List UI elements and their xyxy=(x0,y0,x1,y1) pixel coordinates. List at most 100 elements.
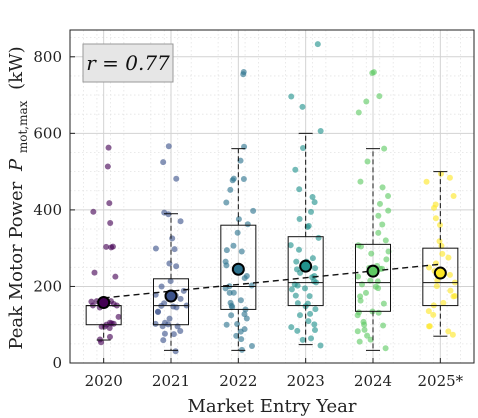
data-point xyxy=(109,243,116,250)
data-point xyxy=(167,278,174,285)
data-point xyxy=(439,250,446,257)
data-point xyxy=(362,289,369,296)
data-point xyxy=(243,315,250,322)
data-point xyxy=(317,128,324,135)
y-tick-label: 800 xyxy=(33,48,62,66)
data-point xyxy=(165,211,172,218)
data-point xyxy=(357,293,364,300)
data-point xyxy=(364,332,371,339)
data-point xyxy=(295,246,302,253)
data-point xyxy=(312,327,319,334)
data-point xyxy=(173,175,180,182)
data-point xyxy=(228,312,235,319)
data-point xyxy=(223,262,230,269)
mean-markers xyxy=(97,259,447,310)
data-point xyxy=(376,93,383,100)
data-point xyxy=(376,200,383,207)
y-tick-label: 0 xyxy=(52,354,62,372)
data-point xyxy=(106,325,113,332)
data-point xyxy=(296,312,303,319)
data-point xyxy=(308,335,315,342)
data-point xyxy=(292,166,299,173)
x-tick-label: 2023 xyxy=(287,372,325,390)
data-point xyxy=(106,200,113,207)
box xyxy=(287,236,324,307)
data-point xyxy=(223,247,230,254)
data-point xyxy=(357,178,364,185)
data-point xyxy=(300,145,307,152)
data-point xyxy=(438,170,445,177)
data-point xyxy=(367,277,374,284)
data-point xyxy=(293,258,300,265)
data-point xyxy=(305,318,312,325)
data-point xyxy=(440,299,447,306)
data-point xyxy=(308,208,315,215)
data-point xyxy=(301,285,308,292)
data-point xyxy=(238,336,245,343)
data-point xyxy=(115,313,122,320)
data-point xyxy=(152,320,159,327)
data-point xyxy=(104,163,111,170)
annotation-box xyxy=(82,43,174,83)
data-point xyxy=(297,269,304,276)
data-point xyxy=(306,293,313,300)
data-point xyxy=(426,323,433,330)
data-point xyxy=(354,312,361,319)
y-tick-label: 600 xyxy=(33,124,62,142)
data-point xyxy=(445,328,452,335)
x-tick-label: 2022 xyxy=(219,372,257,390)
data-point xyxy=(385,207,392,214)
data-point xyxy=(380,300,387,307)
x-tick-label: 2020 xyxy=(85,372,123,390)
mean-marker xyxy=(366,264,380,278)
data-point xyxy=(152,245,159,252)
plot-background xyxy=(70,30,474,363)
data-point xyxy=(446,174,453,181)
data-point xyxy=(103,243,110,250)
data-point xyxy=(355,273,362,280)
data-point xyxy=(307,310,314,317)
data-point xyxy=(296,186,303,193)
data-point xyxy=(177,218,184,225)
y-tick-label: 200 xyxy=(33,277,62,295)
data-point xyxy=(363,98,370,105)
data-point xyxy=(165,143,172,150)
data-point xyxy=(383,256,390,263)
data-point xyxy=(172,348,179,355)
data-point xyxy=(450,193,457,200)
data-point xyxy=(375,285,382,292)
data-point xyxy=(361,326,368,333)
data-point xyxy=(226,289,233,296)
data-point xyxy=(311,321,318,328)
data-point xyxy=(166,315,173,322)
data-point xyxy=(357,297,364,304)
data-point xyxy=(385,193,392,200)
data-point xyxy=(447,287,454,294)
data-point xyxy=(238,248,245,255)
data-point xyxy=(234,229,241,236)
data-point xyxy=(432,215,439,222)
data-point xyxy=(445,254,452,261)
data-point xyxy=(160,159,167,166)
data-point xyxy=(299,336,306,343)
data-point xyxy=(449,331,456,338)
data-point xyxy=(379,184,386,191)
data-point xyxy=(241,275,248,282)
data-point xyxy=(177,295,184,302)
data-point xyxy=(361,321,368,328)
data-point xyxy=(294,300,301,307)
data-point xyxy=(235,216,242,223)
data-point xyxy=(370,69,377,76)
data-point xyxy=(105,144,112,151)
box xyxy=(354,243,392,312)
data-point xyxy=(367,336,374,343)
data-point xyxy=(451,293,458,300)
y-axis-label-symbol: P xyxy=(6,158,27,172)
data-point xyxy=(244,221,251,228)
data-point xyxy=(382,237,389,244)
data-point xyxy=(314,41,321,48)
data-point xyxy=(233,332,240,339)
data-point xyxy=(375,309,382,316)
data-point xyxy=(374,278,381,285)
data-point xyxy=(241,311,248,318)
